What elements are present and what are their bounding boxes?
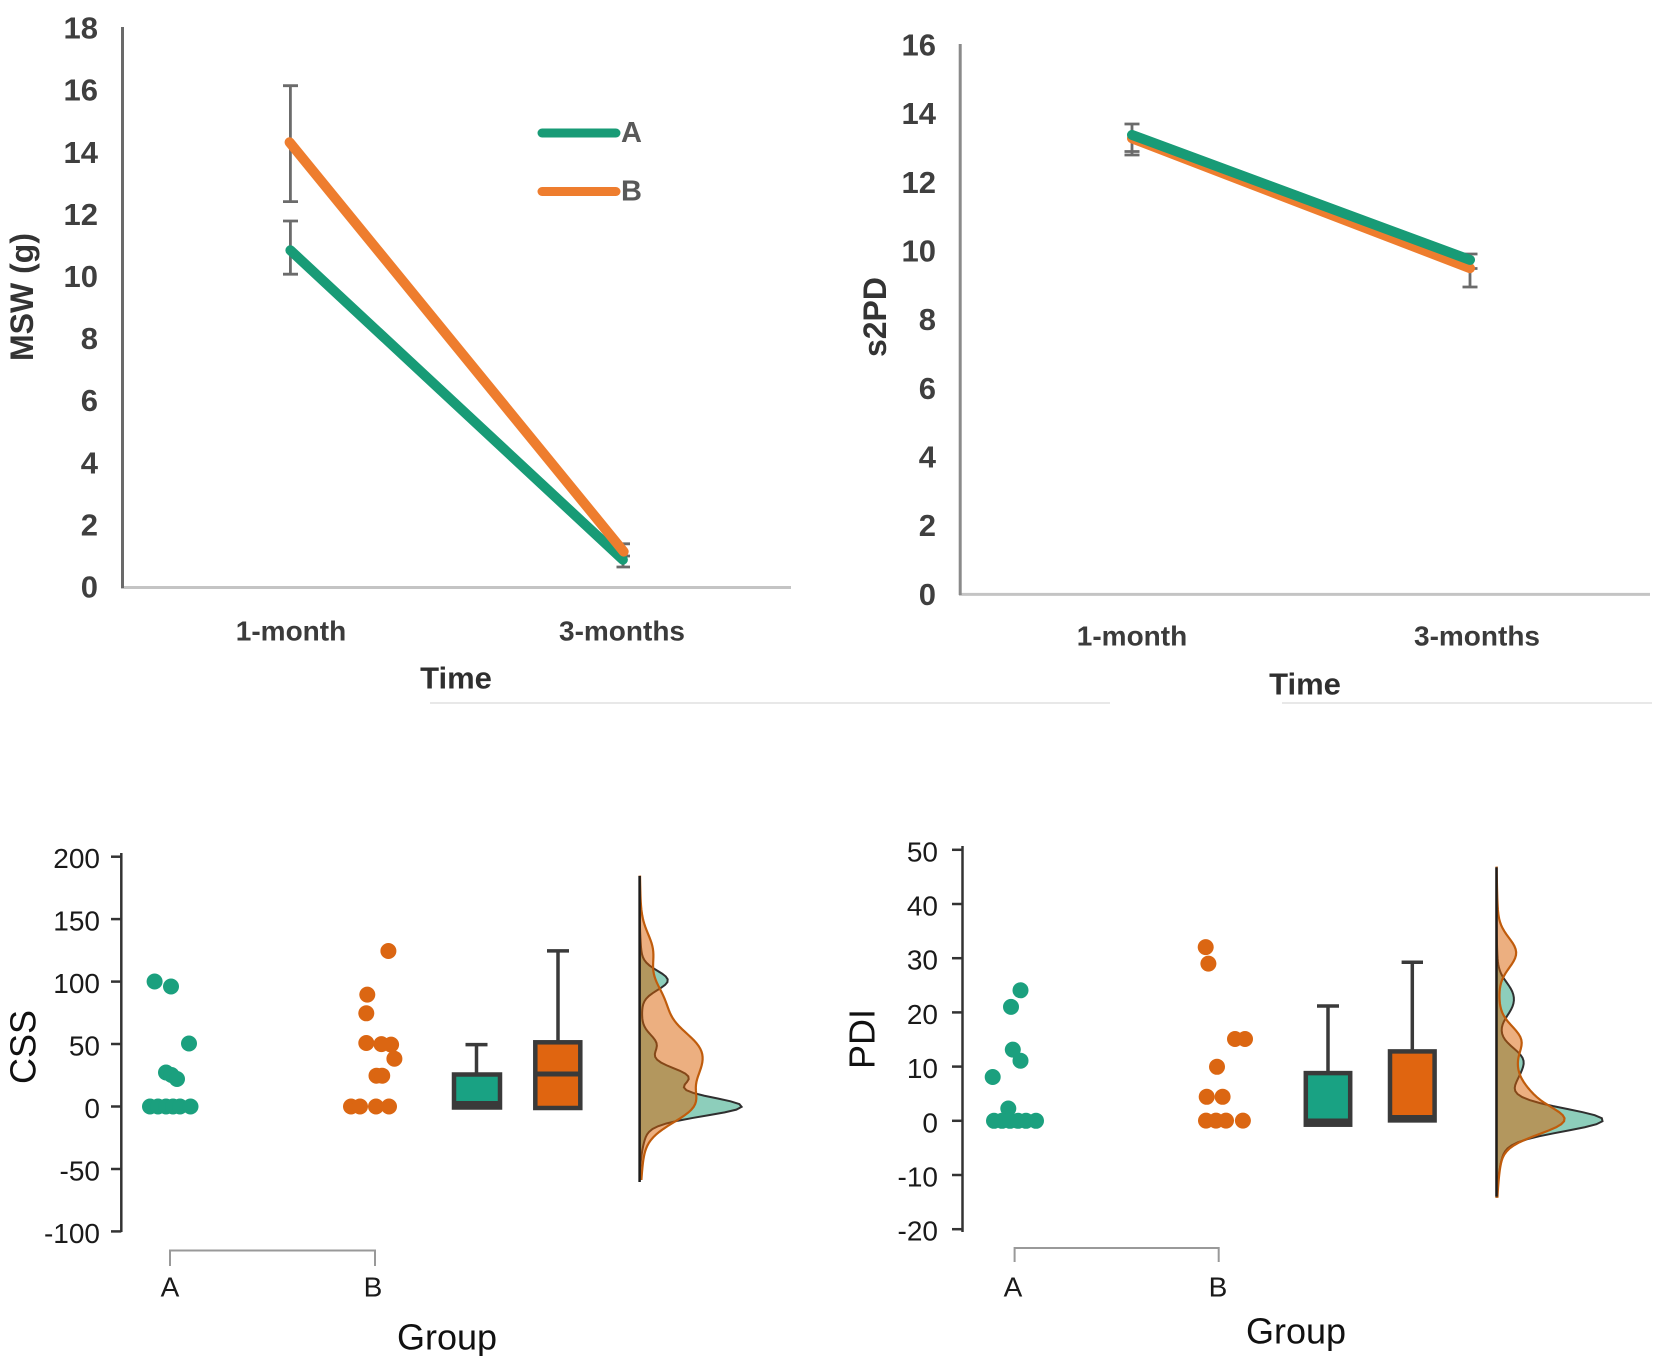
- svg-text:0: 0: [922, 1107, 938, 1138]
- svg-text:14: 14: [902, 96, 937, 131]
- svg-text:18: 18: [64, 11, 98, 46]
- svg-text:-100: -100: [44, 1218, 100, 1249]
- svg-text:A: A: [621, 117, 642, 149]
- svg-text:B: B: [1209, 1272, 1228, 1303]
- svg-text:8: 8: [81, 321, 98, 356]
- svg-text:100: 100: [53, 968, 100, 999]
- svg-text:1-month: 1-month: [236, 616, 346, 647]
- svg-text:6: 6: [81, 383, 98, 418]
- svg-text:16: 16: [902, 27, 936, 62]
- svg-text:4: 4: [919, 440, 937, 475]
- svg-text:CSS: CSS: [3, 1010, 44, 1084]
- svg-text:B: B: [364, 1272, 383, 1303]
- svg-text:PDI: PDI: [842, 1009, 883, 1069]
- svg-text:MSW (g): MSW (g): [4, 233, 40, 361]
- svg-text:A: A: [161, 1272, 180, 1303]
- svg-text:8: 8: [919, 302, 936, 337]
- svg-text:4: 4: [81, 445, 99, 480]
- svg-text:-50: -50: [60, 1155, 100, 1186]
- svg-text:-10: -10: [898, 1162, 938, 1193]
- svg-text:10: 10: [64, 259, 98, 294]
- svg-text:6: 6: [919, 371, 936, 406]
- svg-text:1-month: 1-month: [1077, 621, 1187, 652]
- svg-text:3-months: 3-months: [559, 616, 685, 647]
- svg-text:3-months: 3-months: [1414, 621, 1540, 652]
- svg-text:s2PD: s2PD: [857, 277, 893, 357]
- svg-text:50: 50: [907, 836, 938, 867]
- svg-text:20: 20: [907, 999, 938, 1030]
- svg-text:Group: Group: [1246, 1311, 1346, 1352]
- svg-text:10: 10: [907, 1053, 938, 1084]
- svg-text:-20: -20: [898, 1216, 938, 1247]
- svg-text:12: 12: [902, 165, 936, 200]
- svg-text:12: 12: [64, 197, 98, 232]
- svg-text:150: 150: [53, 906, 100, 937]
- svg-text:0: 0: [84, 1093, 100, 1124]
- svg-text:50: 50: [69, 1031, 100, 1062]
- svg-text:14: 14: [64, 135, 99, 170]
- svg-text:2: 2: [81, 507, 98, 542]
- svg-text:0: 0: [919, 577, 936, 612]
- svg-text:B: B: [621, 176, 642, 208]
- svg-text:200: 200: [53, 843, 100, 874]
- svg-text:Time: Time: [420, 661, 492, 696]
- svg-text:A: A: [1004, 1272, 1023, 1303]
- svg-text:16: 16: [64, 73, 98, 108]
- svg-text:30: 30: [907, 945, 938, 976]
- svg-text:10: 10: [902, 234, 936, 269]
- svg-text:40: 40: [907, 891, 938, 922]
- svg-text:Group: Group: [397, 1317, 497, 1356]
- svg-text:0: 0: [81, 570, 98, 605]
- svg-text:Time: Time: [1269, 667, 1341, 702]
- svg-text:2: 2: [919, 508, 936, 543]
